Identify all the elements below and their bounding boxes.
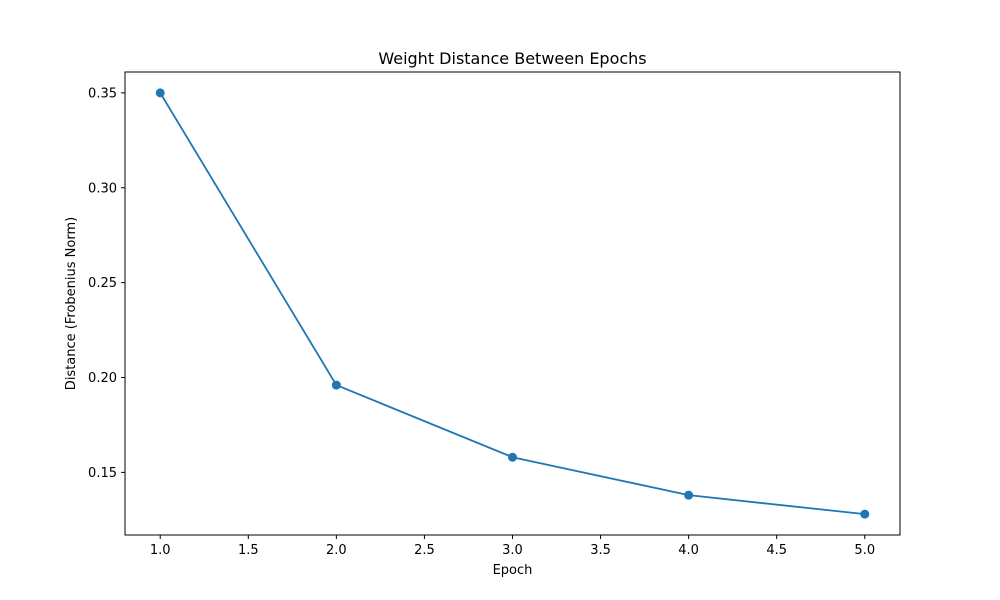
y-tick-label: 0.35: [88, 86, 117, 101]
data-point: [860, 509, 870, 519]
x-tick-label: 3.5: [590, 543, 611, 558]
y-tick-label: 0.30: [88, 181, 117, 196]
chart-title: Weight Distance Between Epochs: [378, 49, 646, 68]
data-point: [331, 380, 341, 390]
data-point: [684, 490, 694, 500]
x-tick-label: 1.5: [238, 543, 259, 558]
series-line: [159, 92, 865, 516]
data-point: [508, 452, 517, 462]
x-axis-label: Epoch: [493, 563, 533, 578]
y-tick-label: 0.20: [88, 371, 117, 386]
x-axis: 1.0 1.5 2.0 2.5 3.0 3.5 4.0 4.5 5.0: [150, 535, 875, 558]
plot-frame: [124, 71, 901, 536]
x-tick-label: 2.5: [414, 543, 435, 558]
y-axis-label: Distance (Frobenius Norm): [64, 217, 79, 390]
y-tick-label: 0.15: [88, 466, 117, 481]
data-point: [155, 88, 165, 98]
y-axis: 0.15 0.20 0.25 0.30 0.35: [88, 86, 125, 481]
series-group: [155, 88, 870, 519]
x-tick-label: 2.0: [326, 543, 347, 558]
x-tick-label: 1.0: [150, 543, 171, 558]
y-tick-label: 0.25: [88, 276, 117, 291]
x-tick-label: 4.5: [766, 543, 787, 558]
x-tick-label: 5.0: [854, 543, 875, 558]
x-tick-label: 3.0: [502, 543, 523, 558]
x-tick-label: 4.0: [678, 543, 699, 558]
